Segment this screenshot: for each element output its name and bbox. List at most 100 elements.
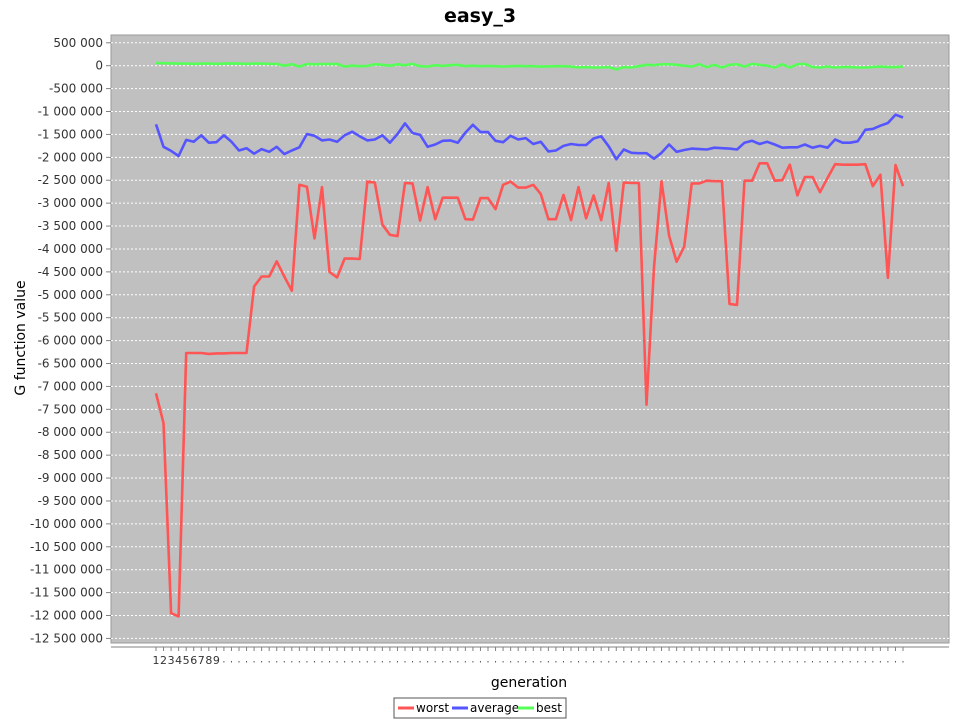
x-tick-label-ellipsis bbox=[608, 661, 610, 663]
x-tick-label: 8 bbox=[205, 654, 212, 667]
y-tick-label: -12 000 000 bbox=[30, 609, 103, 623]
x-tick-label-ellipsis bbox=[842, 661, 844, 663]
y-tick-label: -500 000 bbox=[49, 82, 103, 96]
x-tick-label-ellipsis bbox=[789, 661, 791, 663]
x-tick-label-ellipsis bbox=[457, 661, 459, 663]
y-tick-label: -6 000 000 bbox=[38, 334, 103, 348]
x-tick-label-ellipsis bbox=[517, 661, 519, 663]
x-tick-label-ellipsis bbox=[223, 661, 225, 663]
x-tick-label-ellipsis bbox=[736, 661, 738, 663]
y-tick-label: -4 500 000 bbox=[38, 265, 103, 279]
x-tick-label-ellipsis bbox=[864, 661, 866, 663]
x-tick-label-ellipsis bbox=[887, 661, 889, 663]
x-tick-label-ellipsis bbox=[381, 661, 383, 663]
y-tick-label: -11 000 000 bbox=[30, 563, 103, 577]
y-tick-label: -1 000 000 bbox=[38, 105, 103, 119]
series-line-worst bbox=[154, 162, 905, 618]
x-tick-label-ellipsis bbox=[389, 661, 391, 663]
x-axis-label: generation bbox=[491, 675, 567, 691]
legend-label-worst: worst bbox=[416, 701, 449, 715]
x-tick-label-ellipsis bbox=[419, 661, 421, 663]
x-tick-label: 9 bbox=[213, 654, 220, 667]
x-tick-label-ellipsis bbox=[472, 661, 474, 663]
y-tick-label: -4 000 000 bbox=[38, 242, 103, 256]
chart-title: easy_3 bbox=[444, 5, 516, 27]
y-tick-label: -9 000 000 bbox=[38, 471, 103, 485]
y-tick-label: -8 500 000 bbox=[38, 448, 103, 462]
x-tick-label-ellipsis bbox=[329, 661, 331, 663]
y-tick-label: 500 000 bbox=[53, 36, 103, 50]
x-tick-label: 1 bbox=[153, 654, 160, 667]
x-tick-label-ellipsis bbox=[442, 661, 444, 663]
x-tick-label-ellipsis bbox=[238, 661, 240, 663]
x-tick-label-ellipsis bbox=[728, 661, 730, 663]
x-tick-label-ellipsis bbox=[593, 661, 595, 663]
x-tick-label-ellipsis bbox=[562, 661, 564, 663]
x-tick-label-ellipsis bbox=[744, 661, 746, 663]
series-line-average bbox=[154, 113, 904, 161]
x-tick-label-ellipsis bbox=[396, 661, 398, 663]
x-tick-label-ellipsis bbox=[404, 661, 406, 663]
y-tick-label: -11 500 000 bbox=[30, 586, 103, 600]
x-tick-label-ellipsis bbox=[434, 661, 436, 663]
x-tick-label-ellipsis bbox=[502, 661, 504, 663]
y-tick-label: 0 bbox=[95, 59, 103, 73]
series-line-best bbox=[155, 61, 904, 71]
x-tick-label-ellipsis bbox=[796, 661, 798, 663]
x-tick-label-ellipsis bbox=[412, 661, 414, 663]
x-tick-label: 4 bbox=[175, 654, 182, 667]
x-tick-label-ellipsis bbox=[668, 661, 670, 663]
x-tick-label-ellipsis bbox=[547, 661, 549, 663]
y-tick-label: -5 500 000 bbox=[38, 311, 103, 325]
y-tick-label: -3 000 000 bbox=[38, 196, 103, 210]
y-axis-label: G function value bbox=[13, 280, 29, 395]
x-tick-label-ellipsis bbox=[585, 661, 587, 663]
x-tick-label-ellipsis bbox=[306, 661, 308, 663]
x-tick-label: 3 bbox=[168, 654, 175, 667]
x-tick-label-ellipsis bbox=[540, 661, 542, 663]
x-tick-label-ellipsis bbox=[449, 661, 451, 663]
y-tick-label: -2 000 000 bbox=[38, 150, 103, 164]
x-tick-label-ellipsis bbox=[298, 661, 300, 663]
y-tick-label: -1 500 000 bbox=[38, 127, 103, 141]
legend-label-average: average bbox=[470, 701, 519, 715]
x-tick-label-ellipsis bbox=[713, 661, 715, 663]
x-tick-label: 7 bbox=[198, 654, 205, 667]
y-tick-label: -3 500 000 bbox=[38, 219, 103, 233]
y-tick-label: -12 500 000 bbox=[30, 631, 103, 645]
x-tick-label-ellipsis bbox=[261, 661, 263, 663]
x-tick-label-ellipsis bbox=[374, 661, 376, 663]
legend-label-best: best bbox=[536, 701, 562, 715]
x-tick-label-ellipsis bbox=[774, 661, 776, 663]
x-tick-label-ellipsis bbox=[615, 661, 617, 663]
x-tick-label-ellipsis bbox=[366, 661, 368, 663]
x-tick-label-ellipsis bbox=[698, 661, 700, 663]
x-tick-label-ellipsis bbox=[811, 661, 813, 663]
x-tick-label-ellipsis bbox=[751, 661, 753, 663]
x-tick-label-ellipsis bbox=[313, 661, 315, 663]
x-tick-label-ellipsis bbox=[857, 661, 859, 663]
x-tick-label-ellipsis bbox=[691, 661, 693, 663]
x-tick-label: 6 bbox=[190, 654, 197, 667]
plot-background bbox=[110, 34, 950, 644]
x-tick-label-ellipsis bbox=[479, 661, 481, 663]
y-tick-label: -10 500 000 bbox=[30, 540, 103, 554]
x-tick-label-ellipsis bbox=[283, 661, 285, 663]
x-tick-label-ellipsis bbox=[781, 661, 783, 663]
x-tick-label-ellipsis bbox=[555, 661, 557, 663]
x-tick-label-ellipsis bbox=[623, 661, 625, 663]
x-tick-label-ellipsis bbox=[487, 661, 489, 663]
x-tick-label-ellipsis bbox=[706, 661, 708, 663]
y-tick-label: -2 500 000 bbox=[38, 173, 103, 187]
x-tick-label-ellipsis bbox=[510, 661, 512, 663]
x-tick-label-ellipsis bbox=[661, 661, 663, 663]
x-tick-label-ellipsis bbox=[336, 661, 338, 663]
y-tick-label: -6 500 000 bbox=[38, 357, 103, 371]
x-tick-label-ellipsis bbox=[894, 661, 896, 663]
x-tick-label-ellipsis bbox=[819, 661, 821, 663]
y-tick-label: -7 500 000 bbox=[38, 402, 103, 416]
x-tick-label-ellipsis bbox=[578, 661, 580, 663]
x-tick-label-ellipsis bbox=[570, 661, 572, 663]
x-tick-label-ellipsis bbox=[645, 661, 647, 663]
